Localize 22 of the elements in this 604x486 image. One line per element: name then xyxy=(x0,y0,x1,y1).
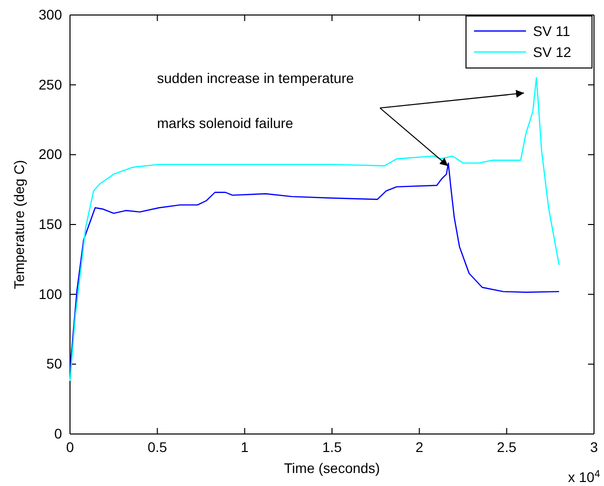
y-tick-label: 250 xyxy=(38,76,62,92)
x-tick-label: 0.5 xyxy=(148,438,168,455)
y-axis-title: Temperature (deg C) xyxy=(11,160,27,290)
x-tick-label: 2 xyxy=(415,438,424,455)
legend-label: SV 11 xyxy=(533,23,570,39)
y-tick-label: 200 xyxy=(38,146,62,162)
x-tick-label: 1 xyxy=(240,438,249,455)
y-tick-label: 300 xyxy=(38,6,62,22)
y-tick-label: 50 xyxy=(46,356,62,372)
x-tick-label: 2.5 xyxy=(496,438,517,455)
x-tick-label: 1.5 xyxy=(322,438,342,455)
text: x 10$^{4}$ xyxy=(568,468,600,485)
y-tick-label: 0 xyxy=(54,425,62,442)
annotation: marks solenoid failure xyxy=(157,115,294,131)
annotation: sudden increase in temperature xyxy=(157,70,354,86)
x-tick-label: 0 xyxy=(66,438,74,455)
line-series xyxy=(69,162,560,370)
y-tick-label: 100 xyxy=(38,286,62,302)
legend-label: SV 12 xyxy=(533,44,572,60)
y-tick-label: 150 xyxy=(38,216,62,232)
x-tick-label: 3 xyxy=(590,438,598,455)
x-axis-title: Time (seconds) xyxy=(284,460,380,476)
